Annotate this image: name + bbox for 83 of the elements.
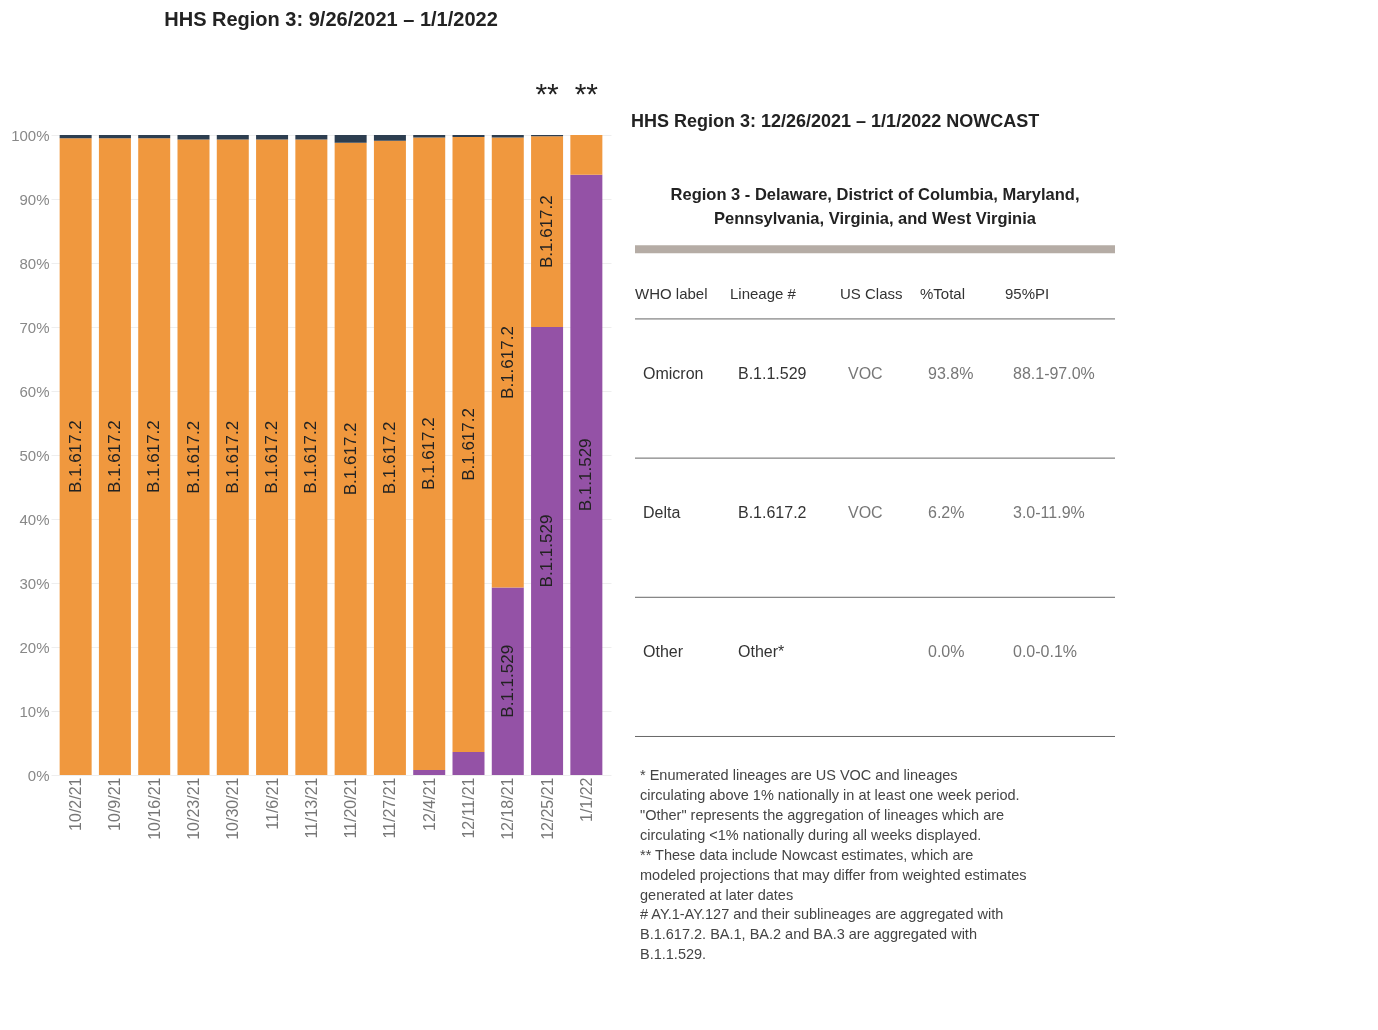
text: ** — [535, 77, 560, 110]
bar — [177, 135, 210, 140]
x-tick-label: 10/9/21 — [106, 777, 124, 831]
bar — [98, 138, 131, 775]
bar — [256, 135, 289, 140]
series-label: B.1.617.2 — [65, 420, 85, 493]
text: B.1.617.2 — [301, 420, 321, 494]
bar — [452, 751, 485, 775]
bar — [138, 138, 171, 775]
y-tick-label: 90% — [19, 190, 50, 208]
y-tick-label: 100% — [11, 126, 50, 144]
text: B.1.617.2 — [144, 420, 164, 493]
x-tick-label: 1/1/22 — [577, 777, 595, 822]
bar — [570, 135, 603, 175]
text: B.1.617.2 — [419, 417, 439, 491]
bar — [452, 136, 485, 752]
bar — [413, 769, 446, 775]
x-tick-label: 11/27/21 — [381, 777, 399, 839]
x-tick-label: 12/18/21 — [499, 777, 517, 840]
chart-title: HHS Region 3: 9/26/2021 – 1/1/2022 — [164, 8, 498, 30]
text: B.1.1.529 — [576, 438, 596, 512]
text: Other Other* 0.0% 0.0-0.1% — [643, 642, 1078, 660]
series-label: B.1.1.529 — [497, 644, 517, 718]
text: ** These data include Nowcast estimates, which are modeled projections that may differ from weighted estimates generated at later dates — [640, 846, 1027, 903]
y-tick-label: 20% — [19, 638, 50, 656]
text: B.1.1.529 — [537, 514, 557, 588]
x-tick-label: 12/4/21 — [420, 777, 438, 831]
x-tick-label: 11/6/21 — [263, 777, 281, 830]
text: B.1.617.2 — [379, 421, 399, 495]
text: B.1.617.2 — [183, 420, 203, 494]
y-tick-label: 0% — [27, 766, 50, 784]
bar — [59, 135, 92, 139]
text: Delta B.1.617.2 VOC 6.2% 3.0-11.9% — [643, 503, 1085, 521]
bar — [216, 139, 249, 775]
bar — [413, 135, 446, 138]
bar — [373, 140, 406, 775]
bar — [413, 137, 446, 770]
text: Region 3 - Delaware, District of Columbia, Maryland, Pennsylvania, Virginia, and West Virginia — [670, 184, 1080, 227]
y-tick-label: 30% — [19, 574, 50, 592]
text: ** — [574, 77, 599, 110]
text: * Enumerated lineages are US VOC and lineages circulating above 1% nationally in at least one week period. "Other" represents the aggregation of lineages which are circulating <1% nationally during all weeks displayed. — [640, 767, 1020, 843]
bar — [59, 138, 92, 775]
y-tick-label: 80% — [19, 254, 50, 272]
bar — [295, 139, 328, 775]
text: Omicron B.1.1.529 VOC 93.8% 88.1-97.0% — [643, 364, 1095, 382]
bar — [491, 135, 524, 138]
x-tick-label: 11/20/21 — [342, 777, 360, 839]
text: WHO label Lineage # US Class %Total 95%PI — [635, 285, 1050, 303]
bar — [256, 139, 289, 775]
y-tick-label: 50% — [19, 446, 50, 464]
y-tick-label: 40% — [19, 510, 50, 528]
text: B.1.617.2 — [497, 326, 517, 399]
text: B.1.617.2 — [340, 422, 360, 496]
text: B.1.617.2 — [537, 195, 557, 269]
bar — [531, 136, 564, 327]
bar — [295, 135, 328, 140]
x-tick-label: 10/30/21 — [224, 777, 242, 840]
bar — [216, 135, 249, 140]
x-tick-label: 12/25/21 — [538, 777, 556, 840]
x-tick-label: 10/23/21 — [185, 777, 202, 840]
text: B.1.617.2 — [262, 420, 282, 494]
text: B.1.617.2 — [222, 420, 242, 494]
bar — [334, 142, 367, 775]
text: B.1.617.2 — [104, 420, 124, 493]
x-tick-label: 12/11/21 — [460, 777, 477, 839]
bar — [531, 327, 564, 775]
y-tick-label: 10% — [19, 702, 50, 720]
bar — [570, 174, 603, 775]
y-tick-label: 70% — [19, 318, 50, 336]
bar — [491, 587, 524, 775]
x-tick-label: 10/2/21 — [67, 777, 85, 831]
x-tick-label: 11/13/21 — [302, 777, 320, 839]
bar — [491, 137, 524, 588]
bar — [98, 135, 131, 139]
x-tick-label: 10/16/21 — [145, 777, 163, 840]
bar — [177, 139, 210, 775]
bar — [138, 135, 171, 139]
text: # AY.1-AY.127 and their sublineages are aggregated with B.1.617.2. BA.1, BA.2 and BA.3 are aggregated with B.1.1.529. — [640, 906, 1004, 963]
bar — [373, 135, 406, 141]
y-tick-label: 60% — [19, 382, 50, 400]
bar — [334, 135, 367, 143]
text: B.1.617.2 — [458, 408, 478, 481]
text: HHS Region 3: 12/26/2021 – 1/1/2022 NOWCAST — [631, 111, 1040, 131]
